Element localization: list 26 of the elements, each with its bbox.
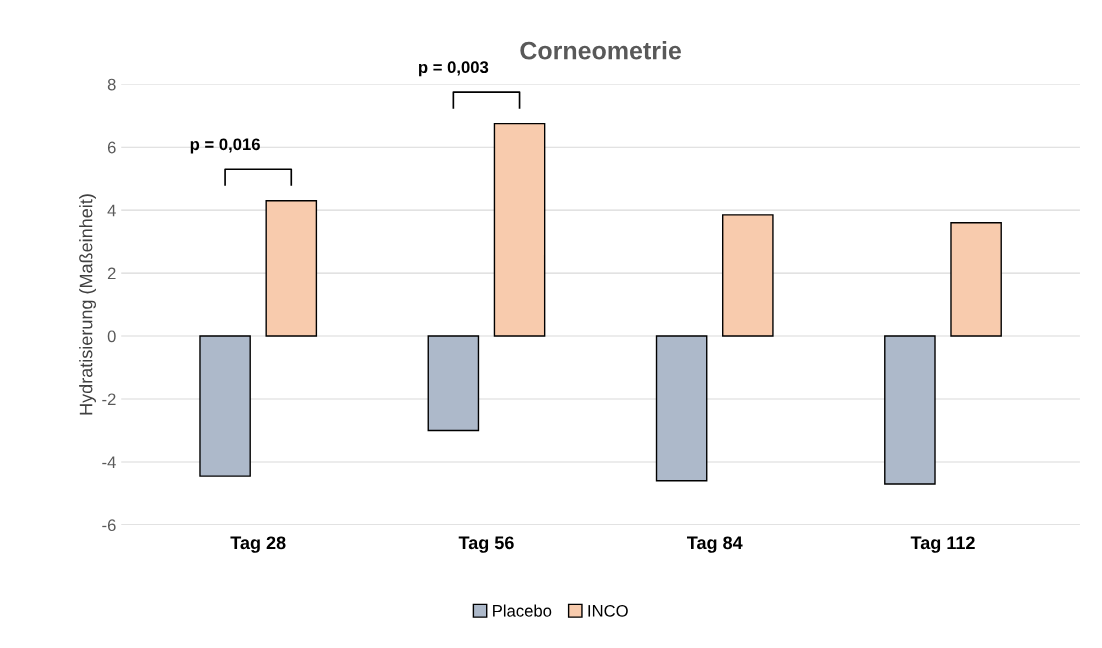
bar <box>493 122 546 337</box>
legend-label: INCO <box>588 604 628 617</box>
text: p = 0,003 <box>419 61 489 77</box>
x-tick-label: Tag 112 <box>910 536 975 553</box>
bar <box>722 214 774 337</box>
annotation: p = 0,016 <box>190 138 260 154</box>
bar <box>427 335 480 432</box>
y-tick-label: 2 <box>107 267 116 280</box>
bar <box>950 222 1002 337</box>
y-tick-label: 6 <box>107 141 116 154</box>
x-tick-label: Tag 28 <box>230 536 286 553</box>
y-tick-label: 8 <box>107 78 116 91</box>
y-tick-label: 4 <box>107 204 116 217</box>
y-tick-label: -4 <box>102 456 116 468</box>
y-tick-label: -2 <box>102 393 116 406</box>
bar <box>265 199 318 337</box>
y-tick-label: -6 <box>102 519 116 532</box>
bar <box>199 335 251 477</box>
chart-title: Corneometrie <box>520 41 682 60</box>
y-axis-title: Hydratisierung (Maßeinheit) <box>79 194 96 415</box>
bar <box>884 335 936 485</box>
x-tick-label: Tag 84 <box>687 536 743 553</box>
bar <box>655 335 708 482</box>
legend-label: Placebo <box>493 604 552 617</box>
y-tick-label: 0 <box>107 330 116 343</box>
x-tick-label: Tag 56 <box>458 536 514 553</box>
